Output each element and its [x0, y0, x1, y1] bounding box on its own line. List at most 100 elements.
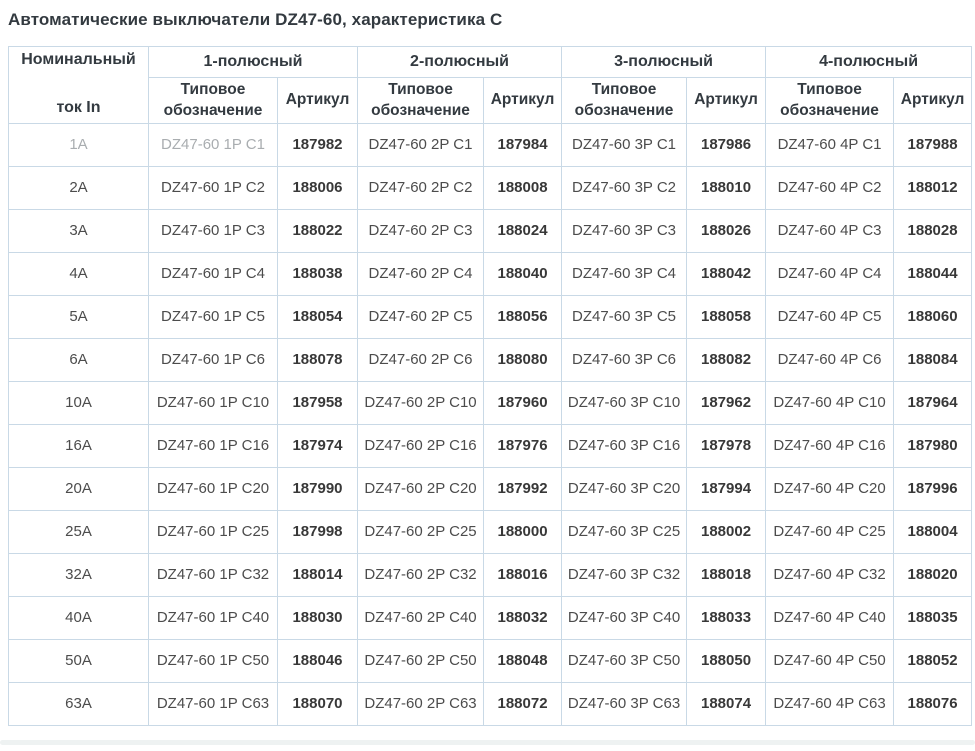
nominal-current-header-line2: ток In — [56, 99, 101, 116]
article-cell: 188052 — [893, 639, 973, 683]
type-cell: DZ47-60 1P C4 — [148, 252, 278, 296]
article-cell: 188028 — [893, 209, 973, 253]
type-cell: DZ47-60 4P C20 — [765, 467, 895, 511]
article-cell: 188040 — [483, 252, 563, 296]
article-cell: 188000 — [483, 510, 563, 554]
current-cell: 10A — [8, 381, 149, 425]
type-designation-header: Типовое обозначение — [765, 77, 895, 124]
type-cell: DZ47-60 2P C1 — [357, 123, 485, 167]
type-cell: DZ47-60 4P C1 — [765, 123, 895, 167]
article-header: Артикул — [893, 77, 973, 124]
current-cell: 25A — [8, 510, 149, 554]
type-cell: DZ47-60 1P C10 — [148, 381, 278, 425]
article-header: Артикул — [686, 77, 767, 124]
type-cell: DZ47-60 2P C40 — [357, 596, 485, 640]
type-cell: DZ47-60 3P C1 — [561, 123, 688, 167]
type-cell: DZ47-60 1P C1 — [148, 123, 278, 167]
nominal-current-header-line1: Номинальный — [21, 51, 136, 68]
type-cell: DZ47-60 1P C32 — [148, 553, 278, 597]
article-cell: 188014 — [276, 553, 359, 597]
article-cell: 188016 — [483, 553, 563, 597]
type-cell: DZ47-60 1P C2 — [148, 166, 278, 210]
type-cell: DZ47-60 2P C5 — [357, 295, 485, 339]
article-cell: 188048 — [483, 639, 563, 683]
article-cell: 188042 — [686, 252, 767, 296]
table-row: 10A DZ47-60 1P C10 187958 DZ47-60 2P C10 187… — [8, 381, 973, 425]
article-cell: 187962 — [686, 381, 767, 425]
type-cell: DZ47-60 3P C40 — [561, 596, 688, 640]
type-cell: DZ47-60 3P C50 — [561, 639, 688, 683]
type-cell: DZ47-60 4P C25 — [765, 510, 895, 554]
article-cell: 188082 — [686, 338, 767, 382]
current-cell: 32A — [8, 553, 149, 597]
current-cell: 1A — [8, 123, 149, 167]
current-cell: 5A — [8, 295, 149, 339]
type-cell: DZ47-60 3P C6 — [561, 338, 688, 382]
article-cell: 187996 — [893, 467, 973, 511]
type-cell: DZ47-60 1P C3 — [148, 209, 278, 253]
article-cell: 187958 — [276, 381, 359, 425]
article-cell: 188033 — [686, 596, 767, 640]
article-cell: 188074 — [686, 682, 767, 726]
type-cell: DZ47-60 3P C3 — [561, 209, 688, 253]
article-cell: 188008 — [483, 166, 563, 210]
article-cell: 188060 — [893, 295, 973, 339]
article-cell: 187992 — [483, 467, 563, 511]
type-cell: DZ47-60 1P C25 — [148, 510, 278, 554]
current-cell: 20A — [8, 467, 149, 511]
type-cell: DZ47-60 2P C3 — [357, 209, 485, 253]
article-cell: 187994 — [686, 467, 767, 511]
type-designation-header: Типовое обозначение — [357, 77, 485, 124]
article-cell: 187974 — [276, 424, 359, 468]
article-cell: 188076 — [893, 682, 973, 726]
article-cell: 188058 — [686, 295, 767, 339]
type-cell: DZ47-60 3P C2 — [561, 166, 688, 210]
type-designation-header: Типовое обозначение — [148, 77, 278, 124]
article-cell: 187980 — [893, 424, 973, 468]
article-cell: 188046 — [276, 639, 359, 683]
table-body: 1A DZ47-60 1P C1 187982 DZ47-60 2P C1 187984… — [8, 123, 973, 726]
type-cell: DZ47-60 3P C10 — [561, 381, 688, 425]
article-cell: 187988 — [893, 123, 973, 167]
current-cell: 4A — [8, 252, 149, 296]
table-row: 40A DZ47-60 1P C40 188030 DZ47-60 2P C40 188… — [8, 596, 973, 640]
table-row: 2A DZ47-60 1P C2 188006 DZ47-60 2P C2 188008… — [8, 166, 973, 210]
article-cell: 188004 — [893, 510, 973, 554]
article-cell: 187978 — [686, 424, 767, 468]
type-cell: DZ47-60 2P C50 — [357, 639, 485, 683]
current-cell: 2A — [8, 166, 149, 210]
table-row: 20A DZ47-60 1P C20 187990 DZ47-60 2P C20 187… — [8, 467, 973, 511]
type-cell: DZ47-60 1P C20 — [148, 467, 278, 511]
current-cell: 6A — [8, 338, 149, 382]
article-header: Артикул — [483, 77, 563, 124]
page-title: Автоматические выключатели DZ47-60, хара… — [8, 10, 503, 29]
type-cell: DZ47-60 3P C63 — [561, 682, 688, 726]
article-cell: 188018 — [686, 553, 767, 597]
type-cell: DZ47-60 3P C20 — [561, 467, 688, 511]
type-cell: DZ47-60 4P C10 — [765, 381, 895, 425]
current-cell: 40A — [8, 596, 149, 640]
table-row: 25A DZ47-60 1P C25 187998 DZ47-60 2P C25 188… — [8, 510, 973, 554]
table-row: 63A DZ47-60 1P C63 188070 DZ47-60 2P C63 188… — [8, 682, 973, 726]
group-header-2pole: 2-полюсный — [357, 45, 563, 79]
type-cell: DZ47-60 2P C16 — [357, 424, 485, 468]
article-cell: 188044 — [893, 252, 973, 296]
article-cell: 187990 — [276, 467, 359, 511]
type-cell: DZ47-60 4P C32 — [765, 553, 895, 597]
article-cell: 188080 — [483, 338, 563, 382]
article-cell: 188012 — [893, 166, 973, 210]
article-cell: 188022 — [276, 209, 359, 253]
type-cell: DZ47-60 4P C5 — [765, 295, 895, 339]
article-cell: 188078 — [276, 338, 359, 382]
type-cell: DZ47-60 4P C4 — [765, 252, 895, 296]
article-cell: 188010 — [686, 166, 767, 210]
horizontal-scrollbar[interactable] — [0, 740, 975, 745]
type-cell: DZ47-60 4P C50 — [765, 639, 895, 683]
type-designation-header: Типовое обозначение — [561, 77, 688, 124]
current-cell: 50A — [8, 639, 149, 683]
article-cell: 188024 — [483, 209, 563, 253]
type-cell: DZ47-60 4P C16 — [765, 424, 895, 468]
article-cell: 187960 — [483, 381, 563, 425]
type-cell: DZ47-60 4P C40 — [765, 596, 895, 640]
